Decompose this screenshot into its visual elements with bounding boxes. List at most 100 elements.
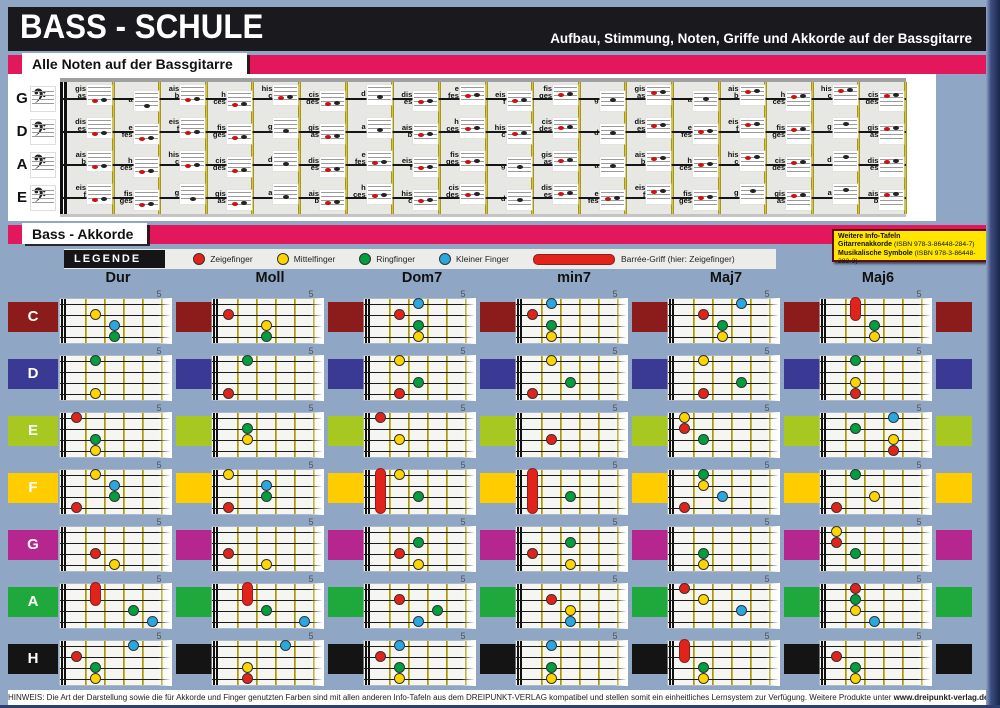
info-box-title: Weitere Info-Tafeln: [838, 233, 901, 240]
note-cell: ais b: [300, 181, 347, 214]
chord-string: [820, 439, 930, 441]
note-staff-card: [133, 190, 159, 210]
chord-string: [60, 645, 170, 647]
note-cell: his c: [720, 148, 767, 181]
chord-nut: [61, 640, 66, 685]
finger-dot: [698, 309, 709, 320]
chord-fret-wire: [902, 640, 904, 685]
board-fade: [310, 411, 324, 458]
chord-fret-wire: [256, 355, 258, 400]
note-staff-card: [832, 184, 858, 204]
chord-string: [212, 360, 322, 362]
chord-string: [212, 474, 322, 476]
finger-dot: [869, 320, 880, 331]
note-label: his c: [168, 150, 180, 166]
chord-string: [212, 531, 322, 533]
board-fade: [918, 639, 932, 686]
note-label: e fes: [448, 84, 459, 100]
note-label: a: [268, 188, 273, 197]
chord-string: [516, 325, 626, 327]
chord-fret-wire: [560, 355, 562, 400]
chord-string: [516, 667, 626, 669]
chord-string: [516, 507, 626, 509]
chord-fret-wire: [712, 526, 714, 571]
note-cell: fis ges: [673, 181, 720, 214]
fret-5-marker: 5: [460, 288, 466, 299]
bass-clef-icon: [30, 152, 56, 178]
note-cell: eis f: [720, 115, 767, 148]
note-staff-card: [599, 157, 625, 177]
note-staff-card: [133, 124, 159, 144]
chord-fret-wire: [427, 412, 429, 457]
board-fade: [158, 354, 172, 401]
note-label: h ces: [679, 156, 692, 172]
chord-string: [516, 360, 626, 362]
chord-board: [60, 582, 172, 629]
note-staff-card: [646, 151, 672, 171]
chord-diagram-E-moll: 5: [212, 403, 328, 459]
finger-dot: [413, 331, 424, 342]
chord-fret-wire: [598, 583, 600, 628]
chord-nut: [517, 526, 522, 571]
chord-string: [60, 588, 170, 590]
note-label: fis ges: [212, 123, 226, 139]
chord-fret-wire: [237, 583, 239, 628]
note-cell: e fes: [440, 82, 487, 115]
board-fade: [766, 525, 780, 572]
row-color-block: [784, 586, 820, 617]
chord-diagram-H-min7: 5: [516, 631, 632, 687]
chord-fret-wire: [427, 526, 429, 571]
chord-string: [820, 656, 930, 658]
fret-5-marker: 5: [764, 459, 770, 470]
finger-dot: [698, 673, 709, 684]
board-fade: [766, 582, 780, 629]
note-cell: his c: [393, 181, 440, 214]
board-fade: [462, 525, 476, 572]
finger-dot: [850, 605, 861, 616]
note-label: dis es: [634, 117, 646, 133]
chord-fret-wire: [275, 640, 277, 685]
row-color-block: [176, 529, 212, 560]
chord-string: [668, 450, 778, 452]
row-color-block: [936, 301, 972, 332]
note-staff-card: [226, 157, 252, 177]
chord-fret-wire: [712, 298, 714, 343]
chord-string: [820, 678, 930, 680]
chord-fret-wire: [142, 355, 144, 400]
chord-diagram-F-dom7: 5: [364, 460, 480, 516]
finger-dot: [90, 355, 101, 366]
barre-grip: [90, 582, 101, 606]
chord-string: [364, 450, 474, 452]
chord-fret-wire: [864, 412, 866, 457]
finger-dot: [679, 583, 690, 594]
chord-fret-wire: [750, 412, 752, 457]
chord-fret-wire: [446, 412, 448, 457]
chord-string: [820, 450, 930, 452]
note-label: cis des: [865, 90, 879, 106]
note-staff-card: [226, 190, 252, 210]
finger-dot: [242, 355, 253, 366]
note-label: fis ges: [119, 189, 133, 205]
chord-diagram-H-dur: 5: [60, 631, 176, 687]
finger-dot: [71, 412, 82, 423]
chord-nut: [517, 469, 522, 514]
chord-fret-wire: [408, 412, 410, 457]
chord-nut: [61, 469, 66, 514]
chord-string: [820, 393, 930, 395]
chord-nut: [669, 583, 674, 628]
chord-string: [668, 564, 778, 566]
chord-fret-wire: [598, 640, 600, 685]
row-color-block: [176, 643, 212, 674]
title-bar: BASS - SCHULE Aufbau, Stimmung, Noten, G…: [8, 7, 986, 51]
chord-nut: [669, 640, 674, 685]
note-label: dis es: [867, 156, 879, 172]
column-header-maj7: Maj7: [709, 270, 743, 286]
board-fade: [614, 297, 628, 344]
finger-dot: [527, 309, 538, 320]
chord-string: [516, 371, 626, 373]
note-staff-card: [879, 190, 905, 210]
note-staff-card: [180, 118, 206, 138]
finger-dot: [413, 537, 424, 548]
barre-pill-icon: [532, 253, 615, 265]
